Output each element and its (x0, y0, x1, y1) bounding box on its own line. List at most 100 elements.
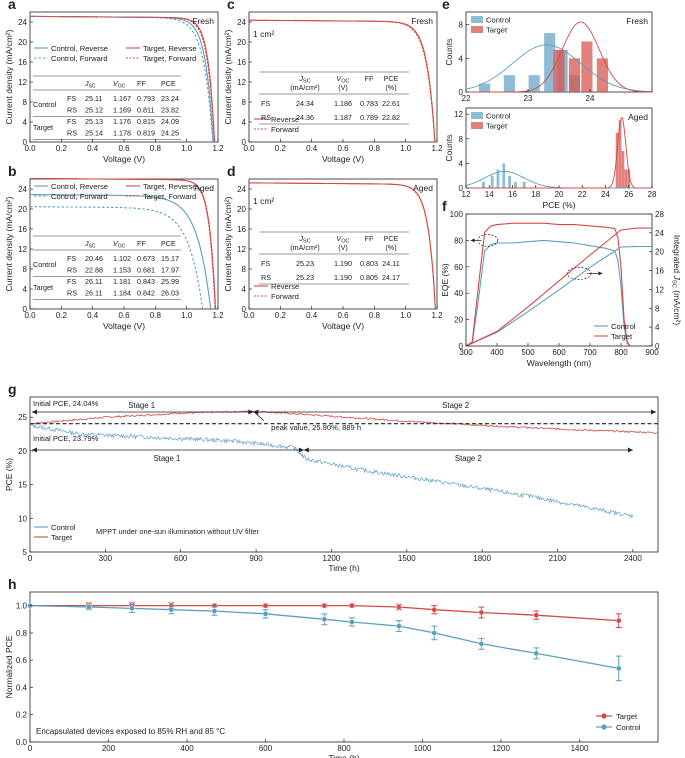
panel-g-stage1-top-arrow-head-left (32, 409, 37, 415)
panel-a-table-dir: RS (67, 106, 77, 115)
panel-e-ylabel-bottom: Counts (444, 135, 454, 162)
panel-b-table-cell: 0.842 (137, 289, 155, 298)
x-tick-label: 800 (614, 348, 628, 357)
panel-h-legend-target-marker (601, 713, 607, 719)
panel-e-aged-bar-control (522, 181, 526, 188)
panel-b-table-dir: RS (67, 266, 77, 275)
panel-d-curve-1 (248, 182, 436, 310)
panel-a-table-cell: 24.09 (161, 117, 179, 126)
panel-c-table-cell: 22.61 (382, 99, 400, 108)
x-tick-label: 300 (99, 554, 113, 563)
x-tick-label: 0.0 (243, 144, 255, 153)
panel-c-table-cell: 1.187 (334, 113, 352, 122)
panel-h-frame (29, 591, 659, 743)
figure-layer: 0.0 0.2 0.4 0.6 0.8 1.0 1.204812162024aVoltage… (4, 0, 682, 758)
panel-g-initial-target: Initial PCE, 24.04% (33, 399, 99, 408)
panel-a-table-dir: FS (67, 94, 76, 103)
panel-d-xlabel: Voltage (V) (322, 321, 364, 331)
panel-g-peak-label: peak value, 25.90%, 889 h (271, 423, 361, 432)
panel-e-legend-control-label: Control (486, 112, 511, 121)
panel-d-table-cell: 1.190 (334, 273, 352, 282)
x-tick-label: 0 (28, 554, 33, 563)
panel-b-table-cell: 26.11 (85, 277, 102, 286)
panel-h-control-point (262, 610, 269, 617)
x-tick-label: 1.2 (212, 311, 224, 320)
panel-e-fresh-bar-target (568, 58, 581, 92)
panel-d-table-cell: 0.805 (360, 273, 378, 282)
panel-f-legend-0-label: Control (611, 322, 636, 331)
panel-h-control-point (396, 623, 402, 629)
panel-b-table-cell: 20.46 (85, 254, 103, 263)
panel-h-control-point (211, 608, 218, 614)
panel-g-stage1-bottom: Stage 1 (153, 454, 180, 463)
panel-g-stage2-bottom: Stage 2 (455, 454, 482, 463)
panel-e-xlabel: PCE (%) (542, 200, 575, 210)
panel-h-control-point (615, 665, 622, 672)
panel-e-ylabel-top: Counts (444, 39, 454, 66)
panel-b-legend-0-label: Control, Reverse (51, 182, 108, 191)
x-tick-label: 2100 (549, 554, 567, 563)
y-tick-label: 24 (237, 18, 246, 27)
panel-f-series-1 (465, 222, 631, 347)
panel-d-legend-0-label: Reverse (271, 282, 299, 291)
x-tick-label: 28 (648, 190, 657, 199)
panel-e-legend-control-label: Control (486, 16, 511, 25)
x-tick-label: 0.8 (150, 311, 162, 320)
y-tick-label: 16 (655, 267, 664, 276)
panel-a-table-cell: 0.815 (137, 117, 155, 126)
x-tick-label: 0.8 (369, 311, 381, 320)
y-tick-label: 20 (655, 248, 664, 257)
x-tick-label: 1400 (571, 744, 589, 753)
panel-e-fresh-bar-target (553, 49, 565, 92)
panel-a-table-cell: 25.13 (85, 117, 103, 126)
panel-b-table-cell: 25.99 (161, 277, 179, 286)
panel-f-series-0 (465, 239, 631, 347)
panel-a-table-header: JSC (84, 79, 96, 90)
panel-e-aged-bar-target (621, 151, 625, 188)
panel-g-stage2-top-arrow-head-left (253, 409, 259, 415)
panel-d-table-dir: RS (261, 273, 271, 282)
panel-a-table-header: PCE (161, 79, 176, 88)
x-tick-label: 400 (490, 348, 504, 357)
x-tick-label: 24 (601, 190, 610, 199)
x-tick-label: 22 (578, 190, 587, 199)
x-tick-label: 0.4 (87, 144, 99, 153)
panel-b-xlabel: Voltage (V) (103, 321, 145, 331)
y-tick-label: 0 (242, 138, 247, 147)
panel-a-label: a (8, 0, 16, 12)
panel-g-stage2-bottom-arrow-head-right (627, 447, 633, 453)
x-tick-label: 16 (508, 190, 517, 199)
y-tick-label: 25 (18, 413, 27, 422)
x-tick-label: 0.6 (118, 144, 130, 153)
panel-e-aged-bar-control (496, 169, 500, 188)
panel-d-table-dir: FS (261, 259, 270, 268)
panel-b-curve-0 (30, 194, 212, 310)
panel-h-ylabel: Normalized PCE (4, 635, 14, 698)
x-tick-label: 0.4 (306, 144, 318, 153)
panel-g-xlabel: Time (h) (328, 563, 359, 573)
panel-b-table-cell: 1.153 (113, 266, 131, 275)
panel-e-legend-control-swatch (471, 112, 483, 119)
x-tick-label: 1.0 (181, 144, 193, 153)
y-tick-label: 8 (655, 304, 660, 313)
panel-c-curve-1 (249, 19, 436, 143)
x-tick-label: 1.2 (212, 144, 224, 153)
x-tick-label: 14 (485, 190, 494, 199)
panel-a-table-cell: 1.178 (113, 129, 131, 138)
x-tick-label: 0.0 (24, 311, 36, 320)
panel-e-legend-control-swatch (471, 16, 483, 23)
x-tick-label: 0.0 (24, 144, 36, 153)
panel-g-legend-target-label: Target (51, 533, 73, 542)
panel-d-table-cell: 25.23 (296, 273, 314, 282)
panel-c-legend-1-label: Forward (271, 125, 299, 134)
panel-h-target-point (533, 612, 540, 619)
panel-h-legend-control-marker (601, 724, 607, 730)
panel-e-fresh-fit-control (465, 44, 652, 93)
panel-h-control-point (129, 605, 135, 612)
panel-a-legend-1-label: Target, Reverse (143, 44, 197, 53)
panel-a-table-group: Control (33, 100, 57, 109)
x-tick-label: 900 (645, 348, 659, 357)
x-tick-label: 600 (174, 554, 188, 563)
panel-g-note: MPPT under one-sun illumination without … (96, 527, 259, 536)
y-tick-label: 8 (459, 135, 464, 144)
